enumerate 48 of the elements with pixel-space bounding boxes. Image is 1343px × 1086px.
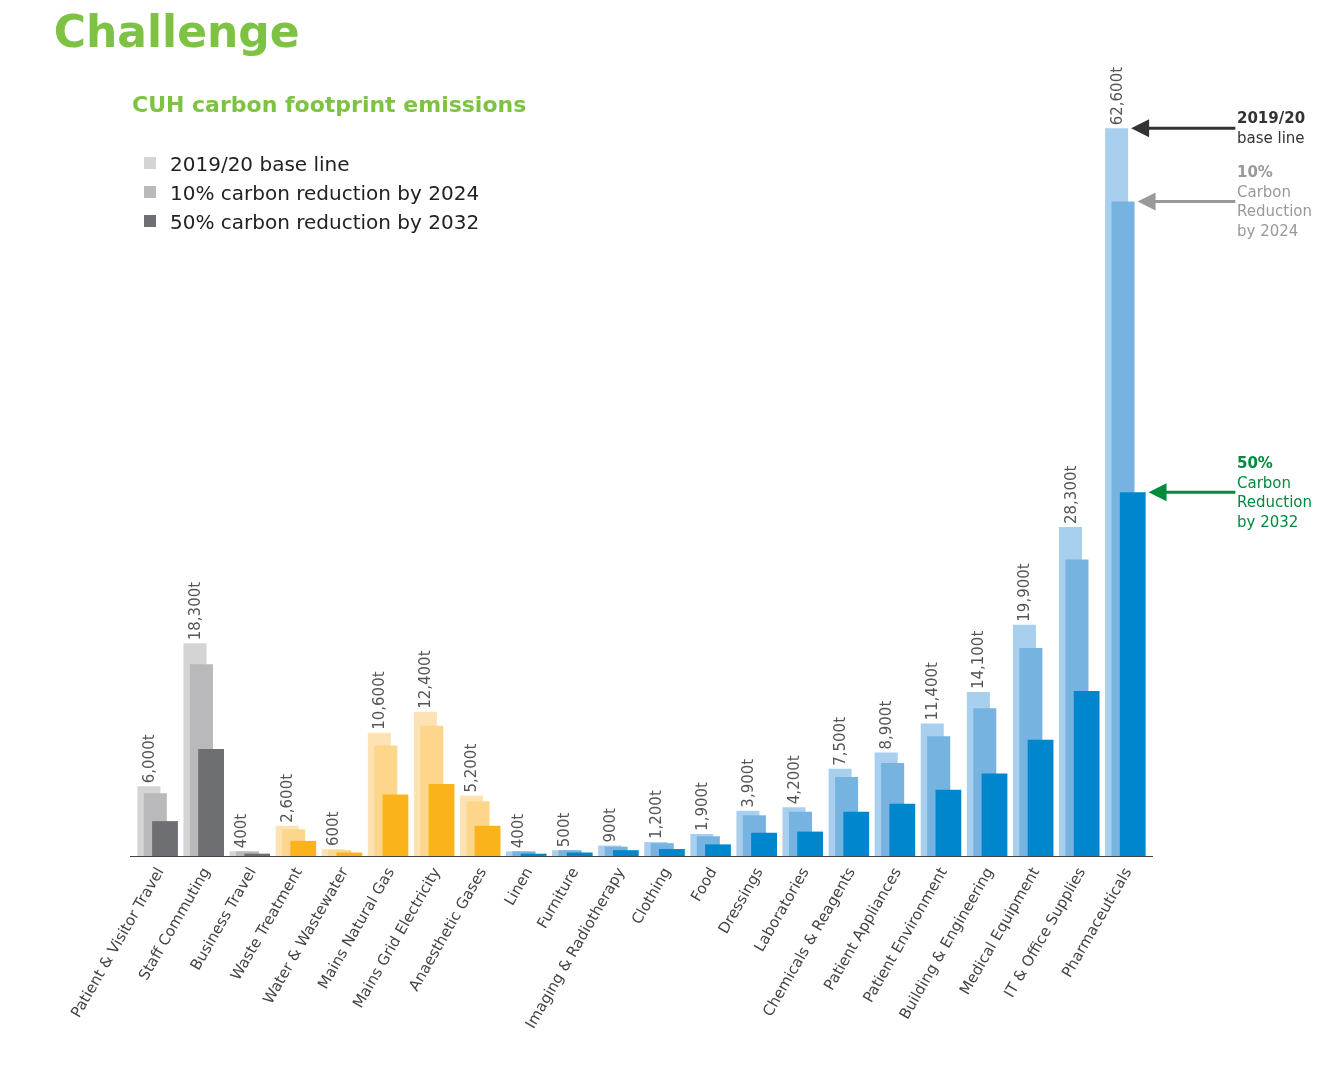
data-label: 600t (324, 811, 343, 847)
bar (797, 831, 824, 856)
data-label: 14,100t (969, 630, 988, 690)
data-label: 62,600t (1107, 66, 1126, 126)
data-label: 12,400t (416, 650, 435, 709)
annotation: 10% Carbon Reduction by 2024 (1237, 163, 1312, 240)
data-label: 7,500t (831, 716, 850, 766)
data-label: 400t (508, 813, 527, 849)
bar (935, 789, 962, 856)
bar (843, 811, 870, 856)
bar (198, 749, 225, 856)
bar (889, 803, 916, 856)
bar (612, 850, 639, 856)
bar (1027, 739, 1054, 856)
legend-label: 50% carbon reduction by 2032 (170, 209, 480, 234)
data-label: 28,300t (1061, 465, 1080, 525)
bar (1073, 690, 1100, 856)
data-label: 5,200t (462, 743, 481, 793)
bar (428, 783, 455, 856)
chart-subtitle: CUH carbon footprint emissions (132, 92, 527, 117)
bar (751, 832, 777, 856)
data-label: 2,600t (278, 773, 297, 823)
data-label: 11,400t (923, 661, 942, 721)
data-label: 6,000t (139, 734, 158, 784)
bar (152, 821, 178, 856)
bar (290, 840, 317, 856)
chart-title: Challenge (53, 6, 300, 58)
annotation: 2019/20 base line (1237, 109, 1306, 147)
data-label: 4,200t (785, 755, 804, 805)
bar (981, 773, 1008, 856)
data-label: 900t (600, 807, 619, 843)
bar (705, 844, 731, 856)
bar (382, 794, 409, 856)
bar (659, 849, 685, 856)
data-label: 500t (554, 812, 573, 848)
data-label: 18,300t (185, 581, 204, 641)
legend-label: 2019/20 base line (170, 151, 350, 176)
data-label: 8,900t (877, 700, 896, 750)
data-label: 3,900t (738, 758, 757, 808)
data-label: 400t (232, 813, 251, 849)
annotation: 50% Carbon Reduction by 2032 (1237, 454, 1312, 531)
bar (474, 825, 501, 856)
bar (1119, 492, 1146, 856)
data-label: 1,200t (646, 790, 665, 840)
legend-label: 10% carbon reduction by 2024 (170, 180, 480, 205)
data-label: 1,900t (692, 781, 711, 831)
data-label: 10,600t (370, 671, 389, 730)
data-label: 19,900t (1015, 563, 1034, 622)
